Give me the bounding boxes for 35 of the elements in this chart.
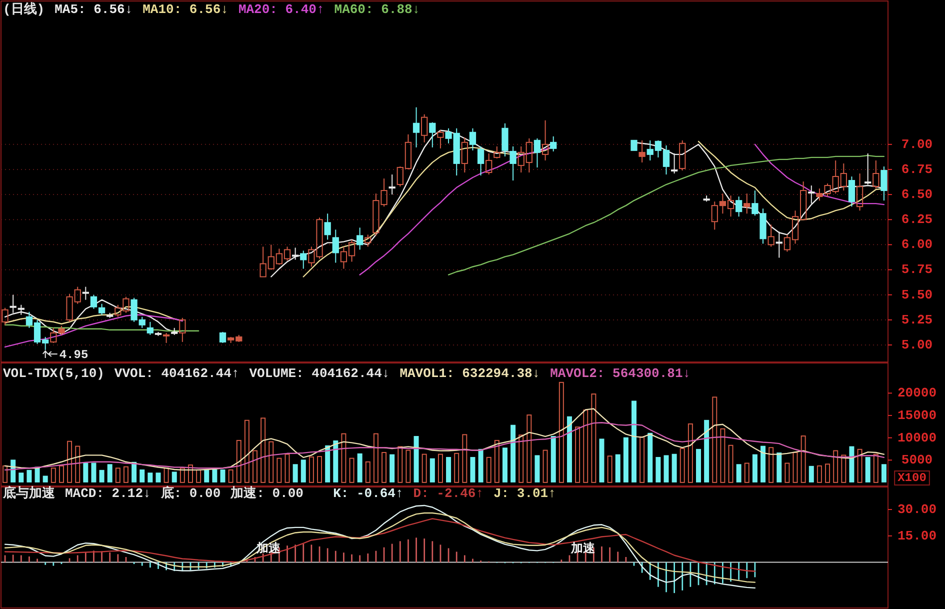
y-tick-label: 6.25: [901, 212, 933, 228]
y-tick-label: 5.50: [901, 287, 933, 302]
annotation: 4.95: [59, 348, 88, 362]
text: MAVOL1: 632294.38↓: [400, 366, 540, 381]
y-tick-label: 7.00: [901, 136, 933, 152]
y-tick-label: 6.75: [901, 162, 933, 177]
text: MA10: 6.56↓: [142, 2, 228, 17]
chart-title: 底与加速: [2, 485, 56, 501]
annotation: MACD: 2.12↓: [65, 486, 151, 501]
text: MAVOL2: 564300.81↓: [550, 366, 691, 381]
y-tick-label: 6.50: [901, 187, 933, 202]
text: J: 3.01↑: [494, 486, 556, 501]
annotation: 加速: 0.00: [230, 486, 304, 501]
y-tick-label: 6.00: [901, 237, 933, 252]
y-tick-label: 10000: [897, 430, 937, 446]
series-label: D: -2.46↑: [413, 486, 484, 501]
y-tick-label: 20000: [897, 386, 937, 401]
annotation: 加速: [570, 541, 596, 556]
y-tick-label: 5.75: [901, 262, 933, 278]
annotation: VVOL: 404162.44↑: [114, 366, 240, 381]
y-axis-title: X100: [898, 471, 926, 485]
text: MA60: 6.88↓: [334, 2, 420, 17]
y-tick-label: 5000: [901, 452, 933, 468]
annotation: 底: 0.00: [160, 485, 221, 501]
y-tick-label: 30.00: [897, 502, 937, 518]
text: MA5: 6.56↓: [54, 2, 133, 17]
y-tick-label: 15000: [897, 408, 937, 423]
y-tick-label: 15.00: [897, 528, 937, 544]
text: MA20: 6.40↑: [238, 2, 324, 17]
series-label: K: -0.64↑: [333, 486, 404, 501]
chart-title: VOL-TDX(5,10): [3, 366, 104, 381]
annotation: VOLUME: 404162.44↓: [249, 366, 390, 381]
y-tick-label: 5.00: [901, 337, 933, 352]
chart-title: (日线): [3, 2, 45, 17]
y-tick-label: 5.25: [901, 312, 933, 328]
